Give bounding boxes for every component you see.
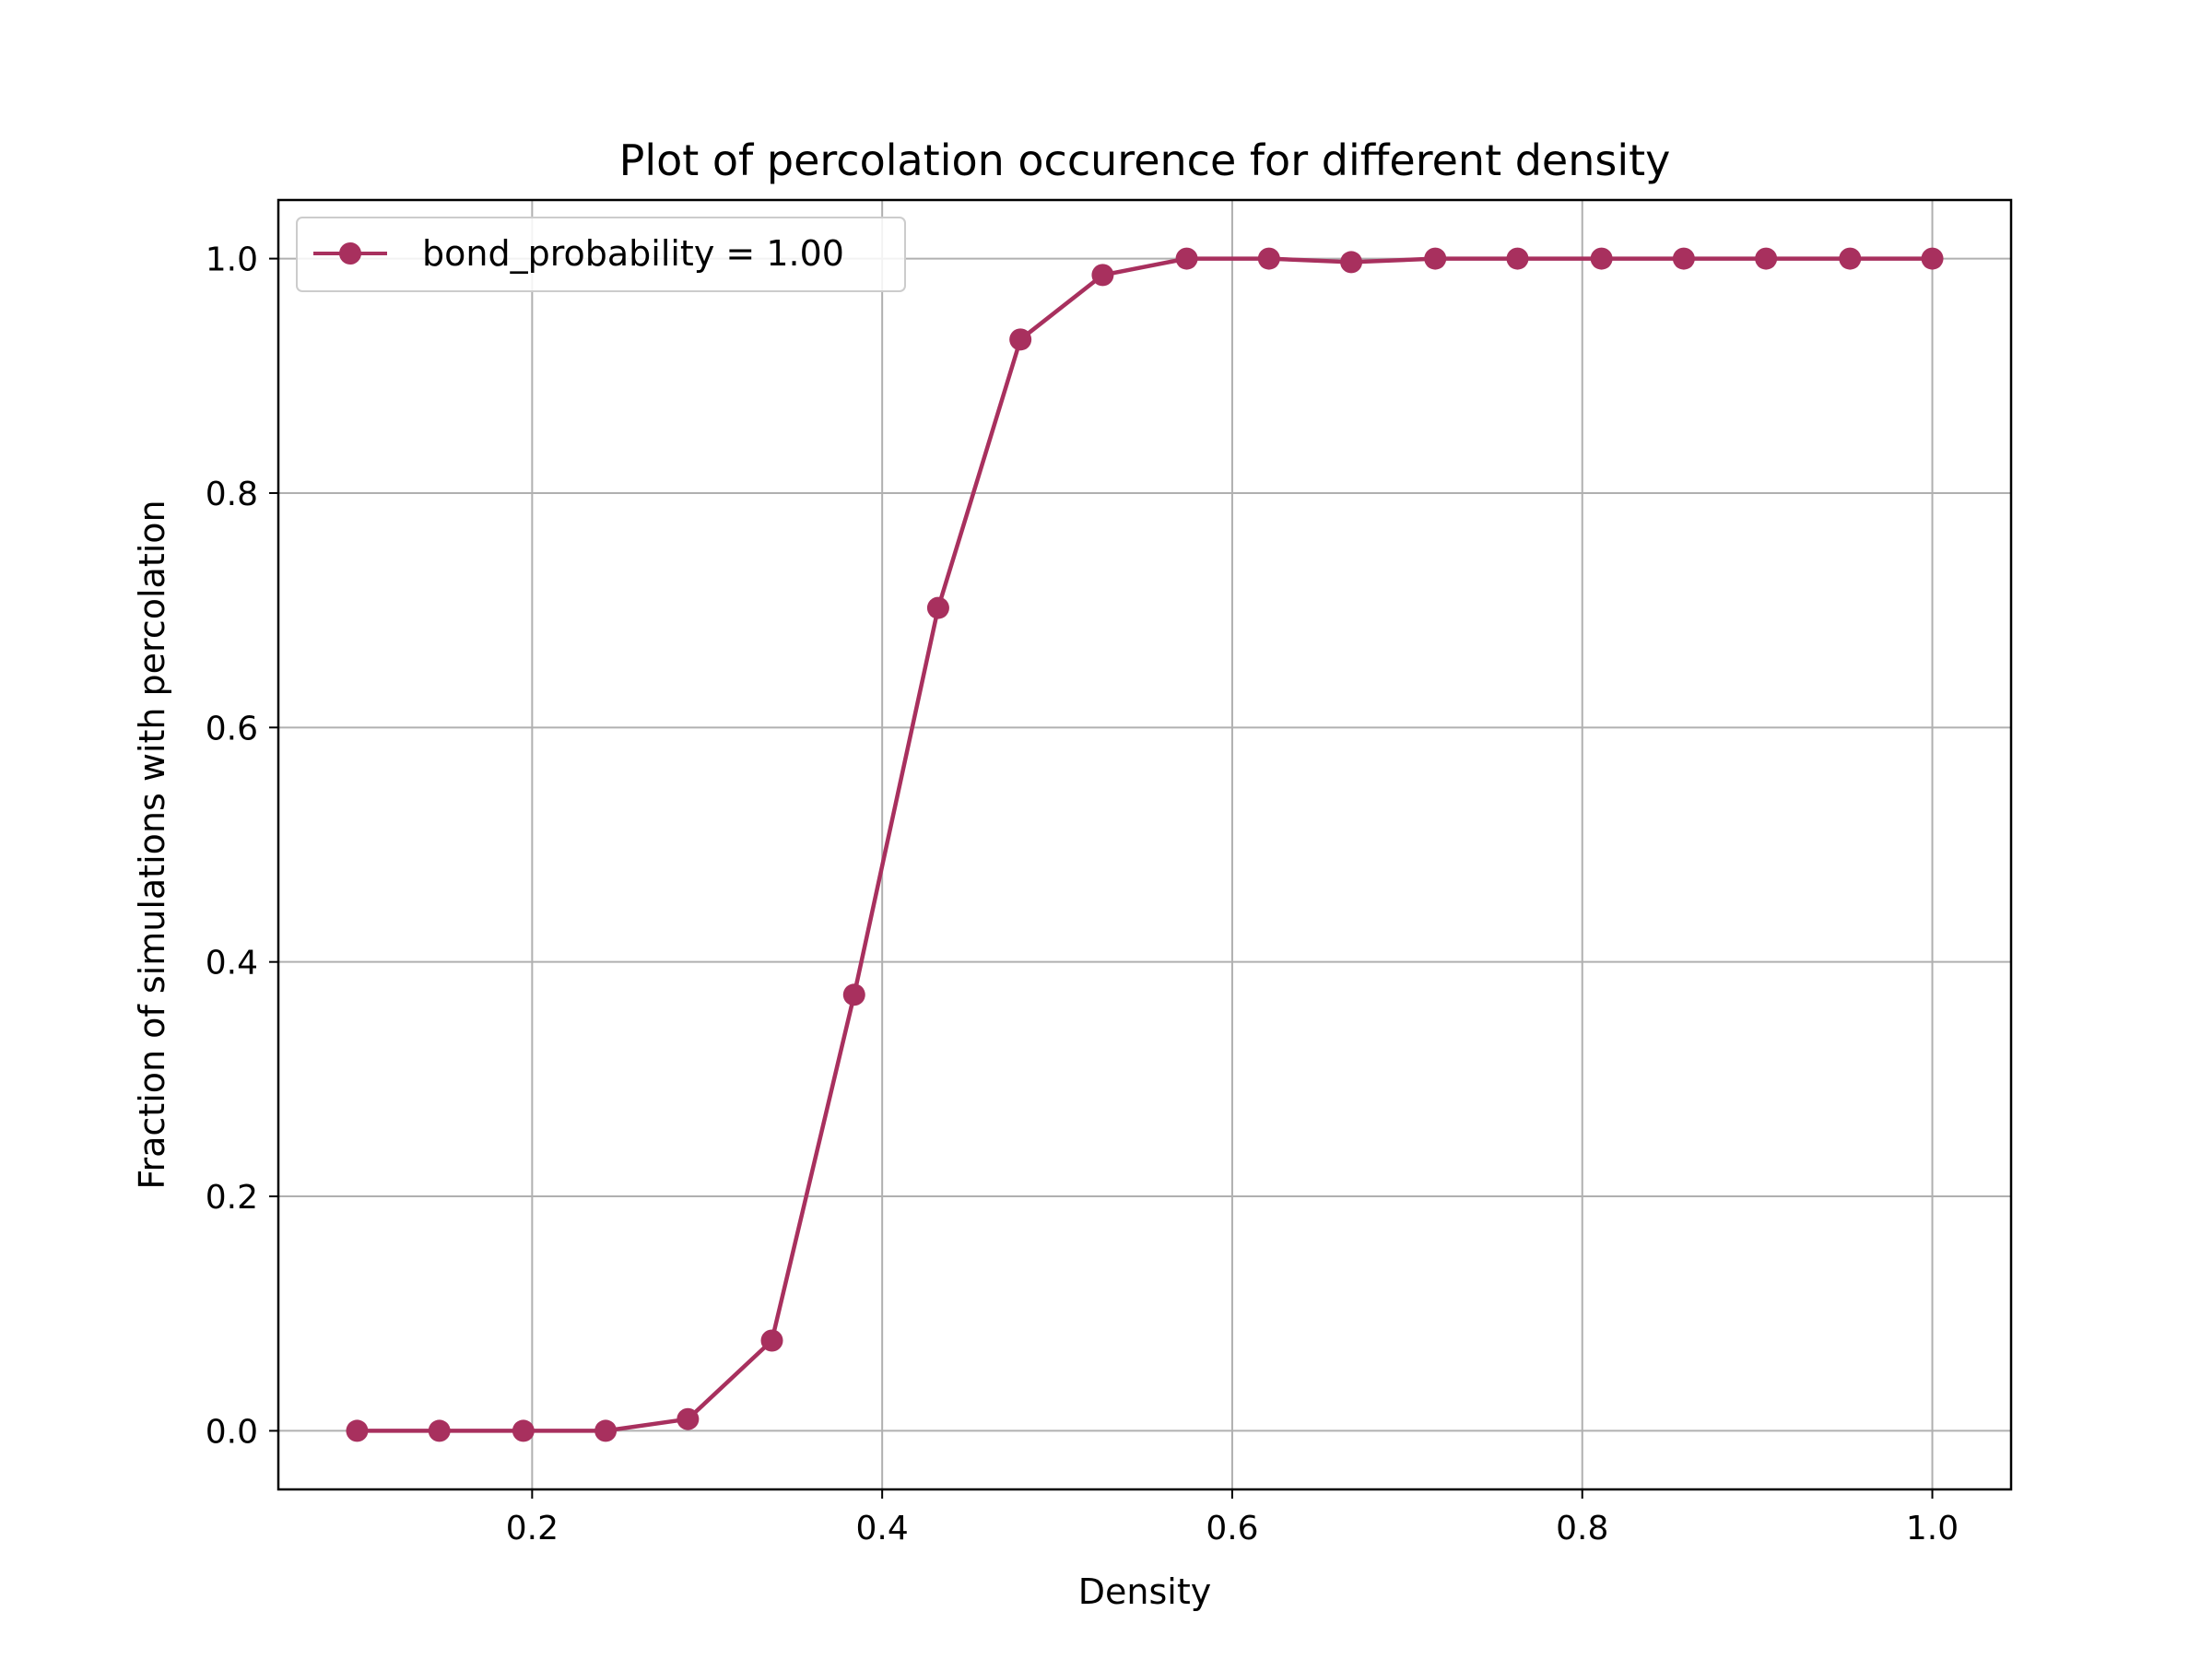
legend: bond_probability = 1.00 [296, 217, 906, 292]
data-point-marker [677, 1407, 700, 1430]
legend-box [296, 217, 906, 292]
x-tick-label: 0.6 [1206, 1510, 1258, 1547]
y-axis-label: Fraction of simulations with percolation [132, 500, 172, 1189]
y-tick-label: 0.4 [206, 945, 258, 982]
data-point-marker [1257, 247, 1280, 270]
data-point-marker [1091, 264, 1114, 287]
series-layer [346, 247, 1944, 1442]
x-tick-label: 0.2 [506, 1510, 559, 1547]
data-point-marker [346, 1419, 369, 1442]
data-point-marker [1175, 247, 1198, 270]
data-point-marker [1424, 247, 1447, 270]
data-point-marker [1506, 247, 1529, 270]
chart-title: Plot of percolation occurence for differ… [619, 135, 1671, 185]
data-point-marker [1590, 247, 1613, 270]
x-tick-label: 0.4 [856, 1510, 909, 1547]
x-axis-label: Density [1078, 1571, 1211, 1612]
y-tick-label: 1.0 [206, 241, 258, 279]
data-point-marker [1009, 328, 1032, 351]
x-tick-label: 1.0 [1906, 1510, 1959, 1547]
data-point-marker [594, 1419, 618, 1442]
axis-ticks: 0.2 0.4 0.6 0.8 1.0 0.0 0.2 0.4 0.6 0.8 1.0 [206, 241, 1959, 1547]
data-point-marker [1672, 247, 1695, 270]
data-point-marker [1921, 247, 1944, 270]
y-tick-label: 0.6 [206, 710, 258, 747]
series-line [357, 256, 1933, 1433]
data-point-marker [926, 596, 949, 619]
legend-marker-swatch [339, 242, 361, 265]
y-tick-label: 0.0 [206, 1413, 258, 1451]
data-point-marker [1839, 247, 1862, 270]
data-point-marker [1340, 251, 1363, 274]
axes-frame [276, 198, 2013, 1491]
data-point-marker [1755, 247, 1778, 270]
y-tick-label: 0.2 [206, 1179, 258, 1217]
data-point-marker [760, 1329, 783, 1352]
legend-entry-label: bond_probability = 1.00 [422, 233, 844, 274]
y-tick-label: 0.8 [206, 476, 258, 513]
data-point-marker [428, 1419, 451, 1442]
data-point-marker [842, 983, 865, 1006]
data-point-marker [512, 1419, 535, 1442]
x-tick-label: 0.8 [1556, 1510, 1608, 1547]
